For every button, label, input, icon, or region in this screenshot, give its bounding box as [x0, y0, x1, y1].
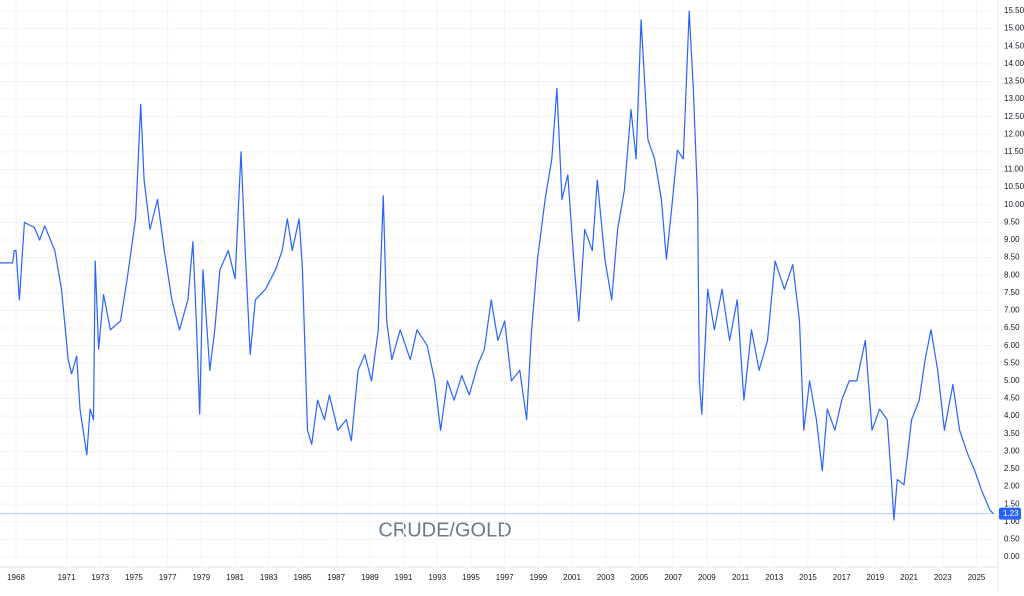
y-tick-label: 2.50 — [1004, 464, 1020, 473]
y-tick-label: 4.00 — [1004, 411, 1020, 420]
y-tick-label: 9.00 — [1004, 235, 1020, 244]
y-tick-label: 9.50 — [1004, 217, 1020, 226]
x-tick-label: 1981 — [226, 573, 244, 582]
x-tick-label: 2005 — [631, 573, 649, 582]
x-tick-label: 1995 — [462, 573, 480, 582]
x-tick-label: 2025 — [968, 573, 986, 582]
x-tick-label: 1999 — [529, 573, 547, 582]
x-tick-label: 1977 — [159, 573, 177, 582]
x-tick-label: 2021 — [900, 573, 918, 582]
y-tick-label: 4.50 — [1004, 394, 1020, 403]
x-tick-label: 2003 — [597, 573, 615, 582]
y-tick-label: 14.00 — [1004, 59, 1024, 68]
x-tick-label: 2013 — [765, 573, 783, 582]
y-tick-label: 7.00 — [1004, 306, 1020, 315]
x-tick-label: 2017 — [833, 573, 851, 582]
y-tick-label: 13.00 — [1004, 94, 1024, 103]
y-tick-label: 12.50 — [1004, 112, 1024, 121]
y-tick-label: 12.00 — [1004, 129, 1024, 138]
x-tick-label: 1971 — [58, 573, 76, 582]
y-tick-label: 5.50 — [1004, 358, 1020, 367]
y-tick-label: 14.50 — [1004, 41, 1024, 50]
y-tick-label: 15.50 — [1004, 6, 1024, 15]
x-tick-label: 2011 — [732, 573, 750, 582]
last-value-badge — [999, 507, 1021, 520]
last-value-label: 1.23 — [1003, 509, 1019, 518]
x-tick-label: 1997 — [496, 573, 514, 582]
y-tick-label: 3.00 — [1004, 446, 1020, 455]
y-tick-label: 3.50 — [1004, 429, 1020, 438]
line-series — [0, 10, 994, 521]
x-tick-label: 1975 — [125, 573, 143, 582]
x-tick-label: 2007 — [664, 573, 682, 582]
x-tick-label: 2023 — [934, 573, 952, 582]
x-tick-label: 1989 — [361, 573, 379, 582]
x-tick-label: 1987 — [327, 573, 345, 582]
y-tick-label: 11.00 — [1004, 165, 1024, 174]
y-tick-label: 10.00 — [1004, 200, 1024, 209]
x-tick-label: 1973 — [91, 573, 109, 582]
watermark-title: CRUDE/GOLD — [378, 519, 511, 541]
y-tick-label: 6.50 — [1004, 323, 1020, 332]
y-tick-label: 8.50 — [1004, 253, 1020, 262]
x-tick-label: 2001 — [563, 573, 581, 582]
y-tick-label: 1.00 — [1004, 517, 1020, 526]
y-tick-label: 11.50 — [1004, 147, 1024, 156]
x-tick-label: 1983 — [260, 573, 278, 582]
x-tick-label: 2009 — [698, 573, 716, 582]
x-tick-label: 1991 — [395, 573, 413, 582]
y-tick-label: 1.50 — [1004, 499, 1020, 508]
y-tick-label: 2.00 — [1004, 482, 1020, 491]
y-tick-label: 15.00 — [1004, 24, 1024, 33]
y-tick-label: 8.00 — [1004, 270, 1020, 279]
y-tick-label: 0.00 — [1004, 552, 1020, 561]
y-tick-label: 6.00 — [1004, 341, 1020, 350]
x-tick-label: 2015 — [799, 573, 817, 582]
x-tick-label: 2019 — [866, 573, 884, 582]
x-tick-label: 1968 — [7, 573, 25, 582]
y-tick-label: 13.50 — [1004, 77, 1024, 86]
x-tick-label: 1979 — [192, 573, 210, 582]
y-tick-label: 0.50 — [1004, 534, 1020, 543]
y-tick-label: 10.50 — [1004, 182, 1024, 191]
x-tick-label: 1985 — [294, 573, 312, 582]
y-tick-label: 5.00 — [1004, 376, 1020, 385]
x-tick-label: 1993 — [428, 573, 446, 582]
y-tick-label: 7.50 — [1004, 288, 1020, 297]
